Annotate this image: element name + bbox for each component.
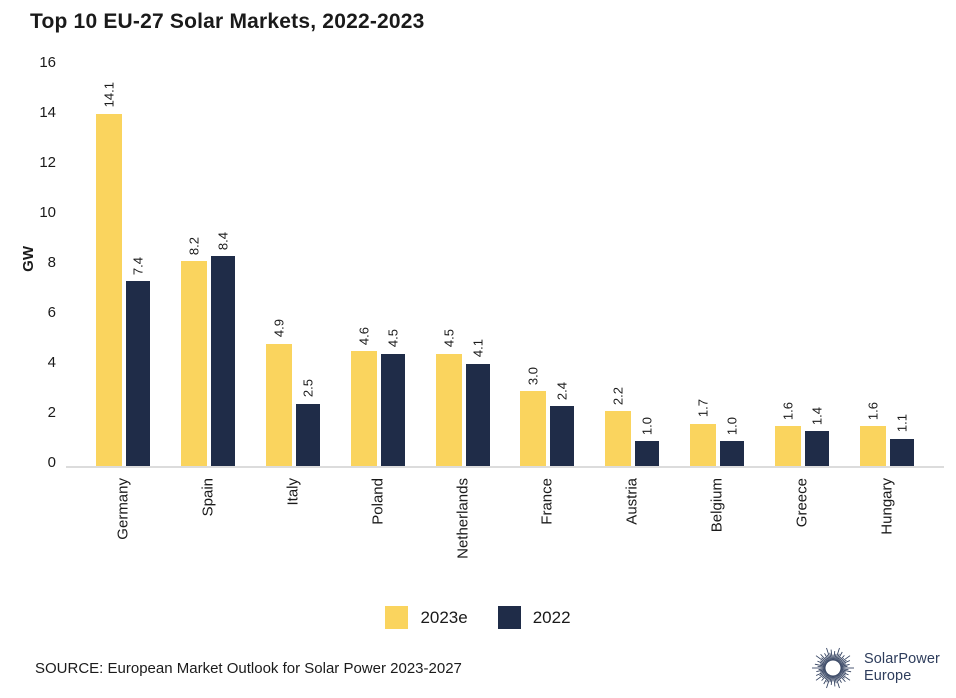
legend-label: 2022	[532, 607, 571, 627]
bar-2022-spain: 8.4	[210, 232, 235, 466]
bar-2023e-austria: 2.2	[605, 387, 632, 466]
bar-group-poland: 4.6 4.5 Poland	[350, 68, 405, 525]
x-category-label: Netherlands	[454, 478, 471, 559]
bar-value-label: 4.1	[470, 339, 485, 358]
x-category-label: France	[538, 478, 556, 525]
bar-value-label: 14.1	[101, 82, 117, 108]
bar-2023e-italy: 4.9	[265, 319, 292, 466]
bar-2023e-greece: 1.6	[775, 402, 801, 466]
bar-2022-belgium: 1.0	[720, 417, 745, 466]
bar-value-label: 1.6	[780, 401, 796, 420]
bar-value-label: 8.4	[215, 231, 231, 250]
x-category-label: Poland	[369, 478, 387, 525]
bar-group-netherlands: 4.5 4.1 Netherlands	[435, 68, 490, 559]
bar-value-label: 1.4	[809, 406, 825, 425]
y-tick-label: 10	[39, 204, 56, 221]
logo-text: SolarPower Europe	[864, 651, 940, 684]
bar-2022-greece: 1.4	[805, 407, 829, 466]
bar-group-austria: 2.2 1.0 Austria	[605, 68, 660, 525]
bar-value-label: 3.0	[525, 366, 541, 385]
legend-swatch	[497, 606, 521, 629]
source-note: SOURCE: European Market Outlook for Sola…	[35, 660, 462, 677]
y-tick-label: 12	[39, 154, 56, 171]
bar-2023e-spain: 8.2	[180, 237, 207, 466]
bar-value-label: 8.2	[186, 236, 202, 255]
bar-group-belgium: 1.7 1.0 Belgium	[690, 68, 745, 532]
legend-label: 2023e	[420, 607, 468, 627]
x-category-label: Germany	[114, 478, 132, 540]
bar-2023e-hungary: 1.6	[859, 402, 886, 466]
y-tick-label: 6	[47, 304, 56, 321]
sunburst-icon	[812, 647, 854, 689]
legend-item-2023e: 2023e	[385, 606, 468, 629]
x-category-label: Italy	[284, 478, 302, 506]
y-tick-label: 8	[47, 254, 56, 271]
bar-2022-italy: 2.5	[295, 379, 320, 466]
bar-group-france: 3.0 2.4 France	[520, 68, 575, 525]
bar-2023e-france: 3.0	[520, 367, 547, 466]
bar-value-label: 1.0	[724, 416, 740, 435]
legend-swatch	[385, 606, 409, 629]
bar-2023e-poland: 4.6	[350, 327, 377, 466]
bar-group-italy: 4.9 2.5 Italy	[265, 68, 320, 506]
chart-title: Top 10 EU-27 Solar Markets, 2022-2023	[30, 10, 425, 33]
bar-2022-netherlands: 4.1	[465, 339, 490, 466]
logo: SolarPower Europe	[810, 645, 940, 691]
bar-2023e-belgium: 1.7	[690, 399, 717, 466]
bar-value-label: 1.0	[639, 416, 655, 435]
bar-value-label: 1.1	[894, 414, 910, 433]
bar-group-hungary: 1.6 1.1 Hungary	[859, 68, 914, 535]
bar-value-label: 4.5	[385, 329, 401, 348]
bar-2023e-netherlands: 4.5	[435, 329, 462, 466]
logo-text-line1: SolarPower	[864, 651, 940, 668]
legend-item-2022: 2022	[497, 606, 571, 629]
y-tick-label: 2	[47, 404, 56, 421]
y-tick-label: 4	[47, 354, 56, 371]
bar-2022-austria: 1.0	[635, 417, 660, 466]
bar-2023e-germany: 14.1	[96, 82, 122, 466]
bar-value-label: 2.5	[300, 379, 316, 398]
x-category-label: Spain	[199, 478, 217, 517]
x-category-label: Austria	[623, 478, 641, 525]
x-category-label: Belgium	[708, 478, 726, 533]
bar-value-label: 4.5	[441, 329, 456, 348]
bar-2022-hungary: 1.1	[889, 414, 914, 466]
bar-value-label: 1.6	[865, 401, 881, 420]
y-tick-label: 14	[39, 104, 56, 121]
logo-text-line2: Europe	[864, 668, 912, 684]
bar-2022-germany: 7.4	[126, 257, 150, 466]
y-tick-label: 16	[39, 54, 56, 71]
x-category-label: Hungary	[878, 478, 896, 535]
bar-value-label: 7.4	[130, 256, 146, 275]
y-tick-label: 0	[47, 454, 56, 471]
plot-area: 14.1 7.4 Germany 8.2 8.4 Spain 4.9 2.5 Italy 4.6 4…	[66, 68, 944, 559]
bar-group-germany: 14.1 7.4 Germany	[96, 68, 150, 540]
bar-group-greece: 1.6 1.4 Greece	[775, 68, 829, 527]
legend: 2023e 2022	[0, 606, 956, 629]
bar-group-spain: 8.2 8.4 Spain	[180, 68, 235, 516]
bar-2022-poland: 4.5	[380, 329, 405, 466]
bar-2022-france: 2.4	[550, 382, 575, 466]
bar-value-label: 2.2	[610, 386, 626, 405]
bar-value-label: 4.9	[271, 319, 287, 338]
bar-value-label: 4.6	[356, 326, 372, 345]
x-category-label: Greece	[793, 478, 811, 528]
bar-value-label: 2.4	[554, 381, 570, 400]
bar-value-label: 1.7	[695, 399, 711, 418]
